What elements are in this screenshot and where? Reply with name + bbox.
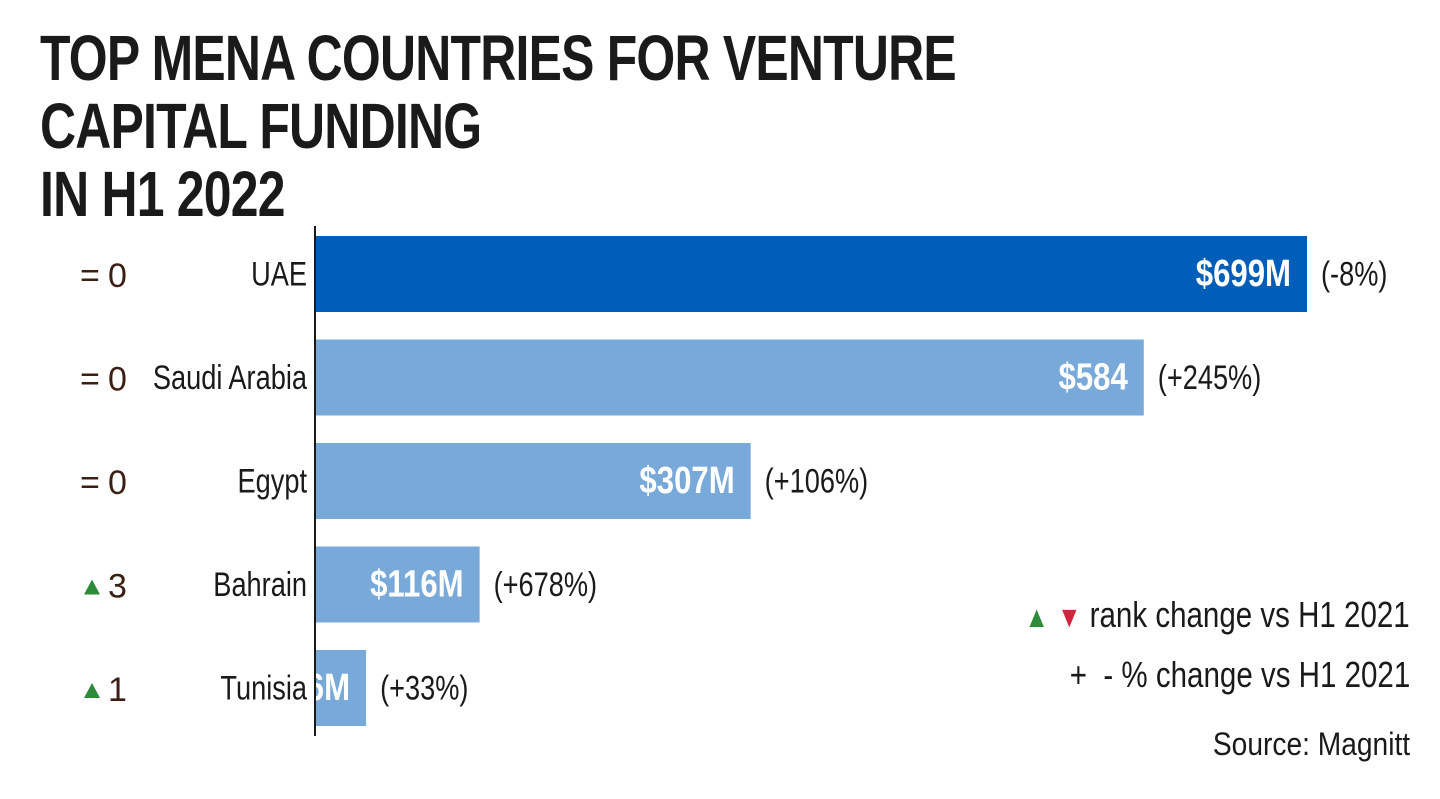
triangle-up-icon: ▲ [1024, 601, 1050, 634]
rank-equal-icon: = [80, 464, 100, 502]
rank-change-value: 3 [108, 568, 127, 606]
pct-change-label: (-8%) [1321, 255, 1387, 294]
rank-change-value: 0 [108, 257, 127, 295]
bar-value-label: $36M [272, 667, 350, 709]
bar-value-label: $307M [639, 460, 734, 502]
bar-value-label: $116M [370, 564, 464, 606]
rank-up-icon [84, 579, 100, 595]
category-label: Tunisia [220, 669, 307, 708]
plus-minus-icon: + - [1069, 654, 1113, 695]
category-label: UAE [251, 255, 307, 294]
pct-change-label: (+678%) [494, 565, 598, 604]
legend-pct-change: + - % change vs H1 2021 [1069, 654, 1410, 696]
bar-value-label: $699M [1196, 253, 1291, 295]
rank-change-value: 0 [108, 464, 127, 502]
chart-title-line-2: IN H1 2022 [40, 158, 286, 230]
legend-pct-label: % change vs H1 2021 [1121, 654, 1410, 695]
category-label: Egypt [237, 462, 307, 501]
bar-saudi-arabia [315, 339, 1144, 416]
rank-change-value: 0 [108, 361, 127, 399]
triangle-down-icon: ▼ [1057, 601, 1082, 634]
bar-tunisia [315, 650, 367, 726]
pct-change-label: (+33%) [380, 669, 468, 708]
bar-bahrain [315, 546, 480, 623]
category-label: Bahrain [213, 565, 307, 604]
bar-egypt [315, 443, 751, 519]
legend-rank-label: rank change vs H1 2021 [1089, 594, 1410, 635]
pct-change-label: (+245%) [1158, 358, 1262, 397]
rank-up-icon [84, 683, 100, 698]
rank-equal-icon: = [80, 257, 100, 295]
pct-change-label: (+106%) [765, 462, 869, 501]
rank-equal-icon: = [80, 361, 100, 399]
bar-uae [315, 236, 1307, 312]
source-note: Source: Magnitt [1212, 726, 1410, 762]
category-label: Saudi Arabia [153, 358, 308, 397]
chart-title: TOP MENA COUNTRIES FOR VENTURE CAPITAL F… [40, 24, 1054, 228]
legend-rank-change: ▲ ▼ rank change vs H1 2021 [1025, 594, 1410, 636]
bar-value-label: $584 [1058, 357, 1128, 399]
rank-change-value: 1 [108, 671, 127, 709]
chart-title-line-1: TOP MENA COUNTRIES FOR VENTURE CAPITAL F… [40, 22, 957, 162]
